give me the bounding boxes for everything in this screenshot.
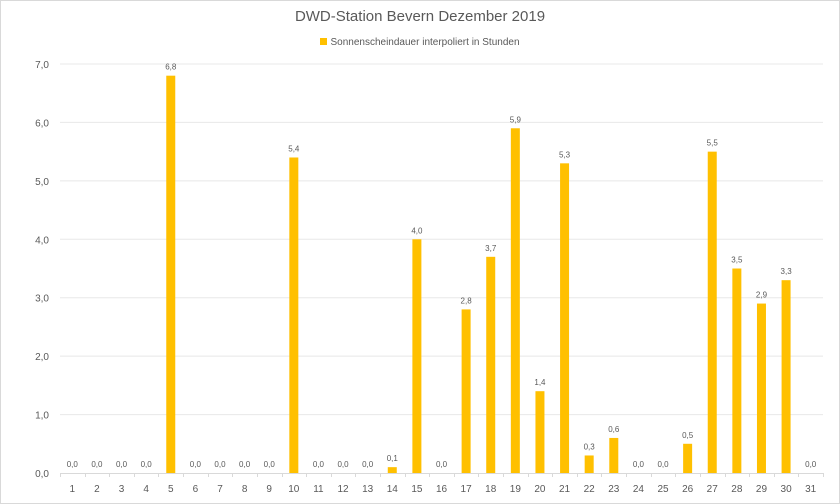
data-label: 3,7 [485, 244, 497, 253]
x-tick-label: 4 [143, 484, 149, 495]
data-label: 0,0 [436, 460, 448, 469]
x-tick-label: 14 [387, 484, 399, 495]
x-tick-label: 26 [682, 484, 694, 495]
bar-day-19 [510, 128, 520, 473]
data-label: 3,3 [781, 267, 793, 276]
data-label: 5,9 [510, 115, 522, 124]
bar-day-28 [732, 268, 742, 473]
y-tick-label: 2,0 [35, 352, 49, 363]
y-tick-label: 6,0 [35, 118, 49, 129]
data-label: 0,0 [337, 460, 349, 469]
x-tick-label: 27 [707, 484, 719, 495]
data-label: 0,0 [633, 460, 645, 469]
legend-label: Sonnenscheindauer interpoliert in Stunde… [330, 37, 520, 48]
bar-day-14 [387, 467, 397, 473]
x-tick-label: 10 [288, 484, 300, 495]
data-label: 0,3 [584, 442, 596, 451]
y-tick-label: 1,0 [35, 411, 49, 422]
x-tick-label: 12 [337, 484, 349, 495]
data-label: 4,0 [411, 226, 423, 235]
data-label: 0,0 [214, 460, 226, 469]
x-tick-label: 3 [119, 484, 125, 495]
data-label: 5,4 [288, 144, 300, 153]
data-label: 0,0 [67, 460, 79, 469]
x-tick-label: 15 [411, 484, 423, 495]
legend-swatch [320, 38, 328, 45]
x-tick-label: 29 [756, 484, 768, 495]
bar-day-5 [166, 75, 176, 473]
bar-day-27 [707, 151, 717, 473]
data-label: 5,3 [559, 150, 571, 159]
bar-day-20 [535, 391, 545, 473]
x-tick-label: 13 [362, 484, 374, 495]
data-label: 0,0 [190, 460, 202, 469]
bar-day-10 [289, 157, 299, 473]
x-tick-label: 2 [94, 484, 100, 495]
data-label: 2,8 [461, 296, 473, 305]
data-label: 0,0 [239, 460, 251, 469]
x-tick-label: 1 [70, 484, 76, 495]
bar-day-30 [781, 280, 791, 473]
y-tick-label: 0,0 [35, 469, 49, 480]
data-label: 0,0 [264, 460, 276, 469]
data-label: 0,0 [362, 460, 374, 469]
x-tick-label: 21 [559, 484, 571, 495]
data-label: 0,0 [805, 460, 817, 469]
bar-day-23 [609, 437, 619, 473]
y-tick-label: 5,0 [35, 177, 49, 188]
data-label: 0,5 [682, 431, 694, 440]
x-tick-label: 22 [584, 484, 596, 495]
y-tick-label: 3,0 [35, 294, 49, 305]
x-tick-label: 11 [313, 484, 324, 495]
data-label: 0,0 [313, 460, 325, 469]
x-tick-label: 19 [510, 484, 522, 495]
bar-day-22 [584, 455, 594, 473]
bar-day-17 [461, 309, 471, 473]
data-label: 6,8 [165, 63, 177, 72]
chart-legend: Sonnenscheindauer interpoliert in Stunde… [0, 37, 840, 48]
chart-title: DWD-Station Bevern Dezember 2019 [294, 8, 546, 25]
x-tick-label: 5 [168, 484, 174, 495]
data-label: 0,0 [91, 460, 103, 469]
x-tick-label: 17 [461, 484, 473, 495]
y-tick-label: 4,0 [35, 235, 49, 246]
bar-day-21 [560, 163, 570, 474]
data-label: 0,0 [141, 460, 153, 469]
bar-day-29 [756, 303, 766, 473]
bar-day-18 [486, 256, 496, 473]
data-label: 0,6 [608, 425, 620, 434]
y-tick-label: 7,0 [35, 60, 49, 71]
data-label: 5,5 [707, 139, 719, 148]
x-tick-label: 6 [193, 484, 199, 495]
x-tick-label: 30 [781, 484, 793, 495]
bar-day-26 [683, 443, 693, 473]
x-tick-label: 20 [534, 484, 546, 495]
bar-day-15 [412, 239, 422, 473]
x-tick-label: 7 [217, 484, 223, 495]
x-tick-label: 8 [242, 484, 248, 495]
data-label: 3,5 [731, 256, 743, 265]
data-label: 2,9 [756, 291, 768, 300]
x-tick-label: 9 [266, 484, 272, 495]
data-label: 1,4 [534, 378, 546, 387]
data-label: 0,0 [657, 460, 669, 469]
x-tick-label: 24 [633, 484, 645, 495]
x-tick-label: 23 [608, 484, 620, 495]
x-tick-label: 25 [657, 484, 669, 495]
data-label: 0,0 [116, 460, 128, 469]
x-tick-label: 31 [805, 484, 817, 495]
x-tick-label: 28 [731, 484, 743, 495]
data-label: 0,1 [387, 454, 399, 463]
x-tick-label: 18 [485, 484, 497, 495]
x-tick-label: 16 [436, 484, 448, 495]
